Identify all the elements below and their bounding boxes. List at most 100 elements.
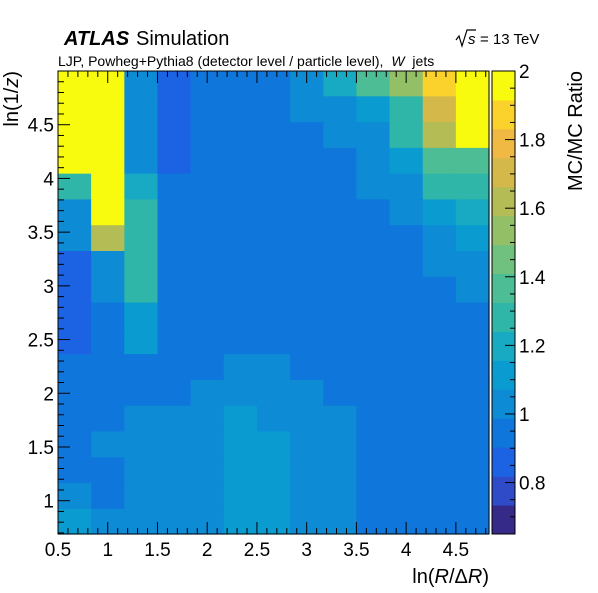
heatmap-cell	[58, 250, 92, 277]
heatmap-cell	[223, 379, 258, 406]
heatmap-cell	[157, 405, 192, 432]
heatmap-cell	[157, 224, 192, 251]
heatmap-cell	[389, 250, 424, 277]
heatmap-cell	[91, 405, 125, 432]
heatmap-cell	[323, 250, 357, 277]
y-tick-label: 4.5	[28, 116, 54, 137]
x-axis: 0.5 1 1.5 2 2.5 3 3.5 4 4.5	[45, 71, 487, 561]
y-tick-label: 3	[43, 277, 54, 298]
heatmap-cell	[58, 405, 92, 432]
z-tick-label: 1.6	[519, 199, 545, 220]
heatmap-cell	[124, 121, 159, 148]
heatmap-cell	[91, 301, 125, 329]
heatmap-cell	[91, 379, 125, 406]
heatmap-cell	[422, 224, 457, 251]
heatmap-cell	[422, 147, 457, 174]
heatmap-cell	[356, 173, 391, 200]
heatmap-cell	[455, 147, 490, 174]
color-scale-segment	[492, 215, 515, 246]
heatmap-cell	[323, 224, 357, 251]
heatmap-cell	[124, 301, 159, 329]
heatmap-cell	[356, 456, 391, 484]
heatmap-cell	[157, 508, 192, 535]
heatmap-cell	[58, 430, 92, 458]
heatmap-cell	[157, 301, 192, 329]
heatmap-cell	[157, 379, 192, 406]
y-axis-title-prefix: ln(1/	[1, 87, 23, 126]
heatmap-cell	[256, 198, 291, 226]
heatmap-cell	[223, 250, 258, 277]
sqrt-symbol	[455, 29, 476, 49]
description-prefix: LJP, Powheg+Pythia8 (detector level / pa…	[58, 53, 383, 69]
heatmap-cell	[124, 379, 159, 406]
heatmap-cell	[290, 456, 324, 484]
y-axis-title: ln(1/z)	[1, 71, 23, 127]
color-scale-bar	[491, 70, 516, 535]
y-tick-label: 3.5	[28, 223, 54, 244]
heatmap-cell	[91, 198, 125, 226]
heatmap-cell	[389, 456, 424, 484]
color-scale-segment	[492, 302, 515, 332]
x-tick-label: 3	[301, 540, 312, 561]
heatmap-cell	[422, 276, 457, 303]
heatmap-cell	[157, 95, 192, 123]
y-axis-title-z: z	[1, 78, 23, 89]
x-axis-title-prefix: ln(	[412, 566, 435, 588]
heatmap-cell	[290, 379, 324, 406]
heatmap-cell	[124, 173, 159, 200]
heatmap-cell	[356, 147, 391, 174]
heatmap-cell	[323, 121, 357, 148]
heatmap-cell	[323, 430, 357, 458]
z-tick-label: 0.8	[519, 474, 545, 495]
x-tick-label: 0.5	[45, 540, 71, 561]
heatmap-cell	[58, 276, 92, 303]
heatmap-cell	[256, 121, 291, 148]
heatmap-cell	[223, 301, 258, 329]
heatmap-cell	[422, 198, 457, 226]
heatmap-cell	[124, 430, 159, 458]
heatmap-cell	[356, 482, 391, 509]
z-tick-label: 1.4	[519, 268, 546, 289]
heatmap-cell	[157, 456, 192, 484]
atlas-label: ATLAS	[63, 28, 130, 50]
heatmap-cell	[389, 147, 424, 174]
heatmap-cells	[58, 71, 490, 535]
x-tick-label: 1	[102, 540, 113, 561]
heatmap-cell	[124, 71, 159, 97]
heatmap-cell	[190, 224, 225, 251]
color-scale-segment	[492, 476, 515, 506]
heatmap-cell	[455, 508, 490, 535]
description-suffix: jets	[411, 53, 434, 69]
heatmap-cell	[290, 95, 324, 123]
heatmap-cell	[256, 224, 291, 251]
heatmap-cell	[157, 327, 192, 355]
heatmap-cell	[91, 250, 125, 277]
heatmap-cell	[91, 456, 125, 484]
heatmap-cell	[323, 95, 357, 123]
heatmap-cell	[124, 353, 159, 380]
heatmap-cell	[190, 250, 225, 277]
heatmap-cell	[190, 121, 225, 148]
z-tick-label: 1	[519, 405, 530, 426]
heatmap-cell	[124, 147, 159, 174]
heatmap-cell	[323, 353, 357, 380]
heatmap-cell	[124, 482, 159, 509]
color-scale-segment	[492, 418, 515, 448]
heatmap-cell	[157, 198, 192, 226]
y-tick-label: 2	[43, 384, 54, 405]
z-tick-label: 1.8	[519, 131, 545, 152]
heatmap-cell	[389, 353, 424, 380]
heatmap-cell	[323, 71, 357, 97]
heatmap-cell	[455, 379, 490, 406]
color-scale-axis: 0.8 1 1.2 1.4 1.6 1.8 2	[505, 62, 546, 518]
z-tick-label: 1.2	[519, 336, 545, 357]
heatmap-cell	[190, 198, 225, 226]
color-scale-frame	[491, 70, 516, 535]
heatmap-cell	[256, 250, 291, 277]
color-scale-segment	[492, 128, 515, 159]
heatmap-cell	[223, 482, 258, 509]
heatmap-cell	[323, 508, 357, 535]
x-axis-title-r2: R	[468, 566, 482, 588]
plot-frame	[57, 70, 490, 535]
